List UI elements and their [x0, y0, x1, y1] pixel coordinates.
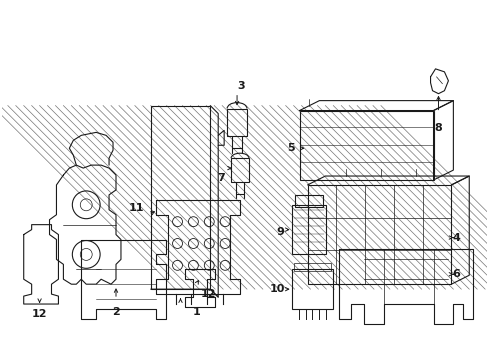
Text: 12: 12 — [32, 309, 47, 319]
Bar — [291, 205, 325, 255]
Text: 3: 3 — [237, 81, 244, 91]
Text: 6: 6 — [451, 269, 459, 279]
Text: 1: 1 — [192, 307, 200, 317]
Bar — [226, 109, 246, 136]
Text: 10: 10 — [269, 284, 284, 294]
Text: 8: 8 — [434, 123, 442, 134]
Bar — [299, 111, 433, 180]
Text: 12: 12 — [200, 289, 215, 299]
Text: 11: 11 — [128, 203, 143, 213]
Bar — [231, 158, 248, 182]
Text: 4: 4 — [451, 233, 459, 243]
Text: 7: 7 — [217, 173, 224, 183]
Text: 5: 5 — [286, 143, 294, 153]
Bar — [294, 195, 323, 207]
Bar — [293, 264, 331, 271]
Bar — [291, 269, 333, 309]
Bar — [150, 105, 210, 289]
Text: 9: 9 — [276, 226, 284, 237]
Text: 2: 2 — [112, 307, 120, 317]
Bar — [307, 185, 450, 284]
